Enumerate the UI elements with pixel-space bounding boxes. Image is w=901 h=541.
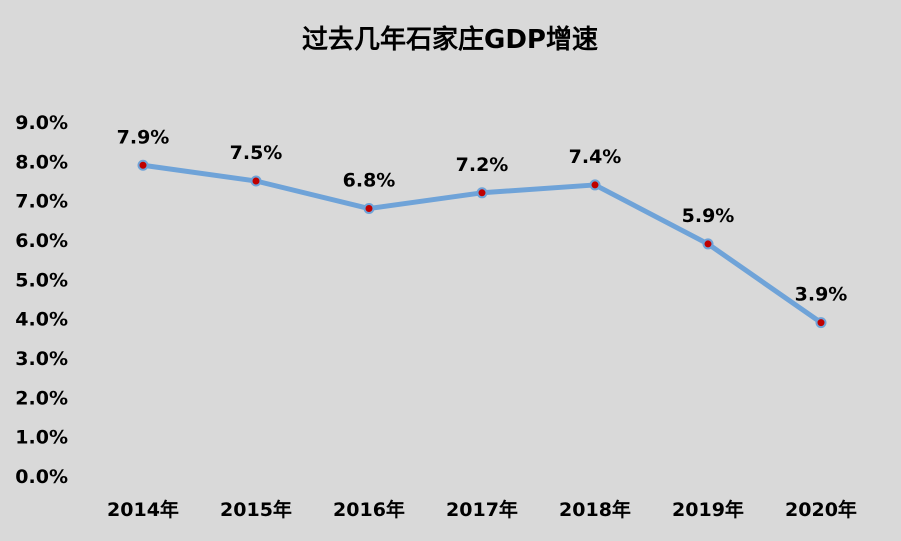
x-tick-label: 2019年	[672, 498, 744, 521]
data-label: 7.2%	[456, 154, 509, 176]
x-tick-label: 2017年	[446, 498, 518, 521]
y-tick-label: 7.0%	[15, 191, 68, 213]
data-point	[137, 159, 149, 171]
data-label: 7.4%	[569, 146, 622, 168]
x-axis: 2014年 2015年 2016年 2017年 2018年 2019年 2020年	[107, 498, 857, 521]
y-tick-label: 6.0%	[15, 230, 68, 252]
data-label: 3.9%	[795, 284, 848, 306]
y-tick-label: 3.0%	[15, 348, 68, 370]
x-tick-label: 2014年	[107, 498, 179, 521]
data-point	[815, 317, 827, 329]
data-label: 5.9%	[682, 205, 735, 227]
y-tick-label: 4.0%	[15, 309, 68, 331]
x-tick-label: 2016年	[333, 498, 405, 521]
series-layer	[137, 159, 827, 329]
data-point	[702, 238, 714, 250]
x-tick-label: 2018年	[559, 498, 631, 521]
y-tick-label: 8.0%	[15, 151, 68, 173]
y-axis: 0.0% 1.0% 2.0% 3.0% 4.0% 5.0% 6.0% 7.0% 8.0% 9.0%	[15, 112, 68, 488]
chart-title: 过去几年石家庄GDP增速	[302, 24, 598, 55]
data-point	[476, 187, 488, 199]
x-tick-label: 2015年	[220, 498, 292, 521]
y-tick-label: 5.0%	[15, 269, 68, 291]
y-tick-label: 2.0%	[15, 387, 68, 409]
data-label: 6.8%	[343, 170, 396, 192]
data-label: 7.5%	[230, 142, 283, 164]
data-label: 7.9%	[117, 126, 170, 148]
data-point	[363, 203, 375, 215]
data-point	[589, 179, 601, 191]
data-labels: 7.9% 7.5% 6.8% 7.2% 7.4% 5.9% 3.9%	[117, 126, 848, 305]
y-tick-label: 0.0%	[15, 466, 68, 488]
data-point	[250, 175, 262, 187]
y-tick-label: 9.0%	[15, 112, 68, 134]
y-tick-label: 1.0%	[15, 427, 68, 449]
x-tick-label: 2020年	[785, 498, 857, 521]
